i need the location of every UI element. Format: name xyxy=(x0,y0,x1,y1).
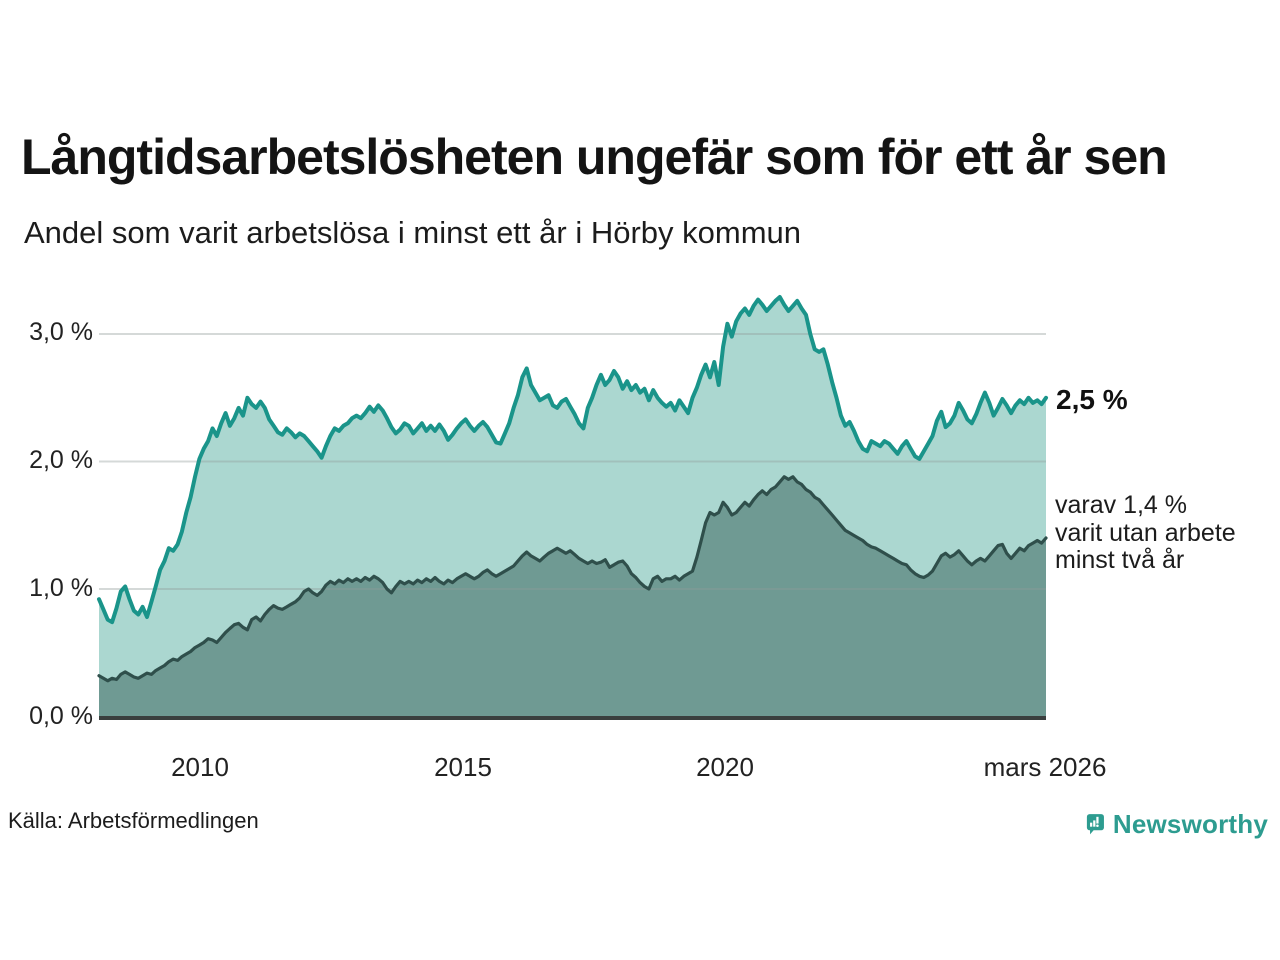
x-axis-tick-2010: 2010 xyxy=(171,752,229,782)
y-axis-tick-0: 0,0 % xyxy=(29,702,93,730)
latest-value-label: 2,5 % xyxy=(1056,384,1128,415)
newsworthy-logo: Newsworthy xyxy=(1086,799,1268,849)
two-year-annotation: varav 1,4 % varit utan arbete minst två … xyxy=(1055,491,1236,575)
two-year-annotation-line-1: varav 1,4 % xyxy=(1055,491,1188,519)
exclamation-bar xyxy=(1096,816,1099,824)
x-axis-tick-2015: 2015 xyxy=(434,752,492,782)
y-axis-tick-3: 3,0 % xyxy=(29,318,93,346)
newsworthy-wordmark: Newsworthy xyxy=(1112,808,1268,839)
newsworthy-bubble-icon xyxy=(1086,814,1104,835)
x-axis-tick-mars-2026: mars 2026 xyxy=(983,752,1107,782)
y-axis-tick-2: 2,0 % xyxy=(29,446,93,474)
exclamation-dot xyxy=(1096,824,1099,828)
y-axis-tick-1: 1,0 % xyxy=(29,574,93,602)
bar-medium xyxy=(1093,820,1096,827)
two-year-annotation-line-3: minst två år xyxy=(1055,546,1185,574)
source-caption: Källa: Arbetsförmedlingen xyxy=(8,808,259,833)
two-year-annotation-line-2: varit utan arbete xyxy=(1055,518,1236,547)
x-axis-tick-2020: 2020 xyxy=(696,752,754,782)
bar-small xyxy=(1090,822,1093,827)
chart-subtitle: Andel som varit arbetslösa i minst ett å… xyxy=(24,215,801,250)
page-title: Långtidsarbetslösheten ungefär som för e… xyxy=(21,129,1168,185)
